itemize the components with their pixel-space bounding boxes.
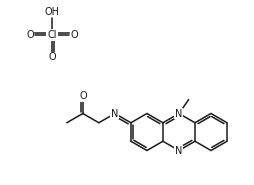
Text: O: O [48,52,56,62]
Text: N: N [175,145,183,156]
Text: O: O [26,30,34,40]
Text: N: N [175,108,183,119]
Text: OH: OH [44,7,59,17]
Text: O: O [70,30,78,40]
Text: Cl: Cl [47,30,57,40]
Text: O: O [79,91,87,101]
Text: N: N [111,108,119,119]
